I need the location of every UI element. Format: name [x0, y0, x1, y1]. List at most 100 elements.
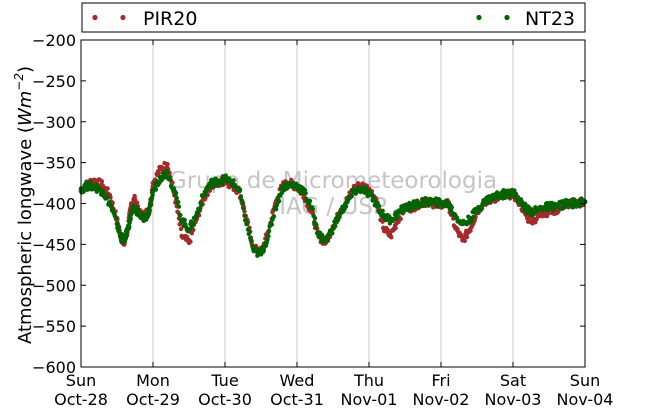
data-point-dense — [320, 232, 325, 238]
data-point-dense — [276, 198, 282, 204]
data-point-dense — [173, 190, 179, 196]
data-point-dense — [469, 218, 475, 224]
data-point-dense — [127, 224, 132, 229]
data-point — [100, 188, 105, 194]
data-point-dense — [203, 192, 208, 197]
data-point-dense — [168, 177, 173, 182]
data-point-dense — [105, 194, 110, 200]
data-point-dense — [513, 191, 519, 197]
data-point-dense — [261, 248, 267, 253]
data-point-dense — [176, 204, 182, 209]
data-point-dense — [407, 200, 412, 206]
data-point-dense — [393, 225, 398, 231]
data-point-dense — [242, 213, 247, 218]
data-point-dense — [182, 217, 187, 223]
y-tick-label: −400 — [32, 195, 76, 214]
x-tick-label-weekday: Mon — [136, 371, 170, 390]
data-point-dense — [343, 204, 349, 209]
data-point-dense — [471, 214, 476, 219]
data-point-dense — [556, 209, 561, 214]
data-point-dense — [284, 186, 290, 191]
x-tick-label-weekday: Fri — [431, 371, 450, 390]
data-point-dense — [571, 197, 576, 202]
y-axis-label-exp: −2 — [12, 73, 26, 91]
data-point-dense — [237, 187, 243, 193]
data-point-dense — [449, 205, 454, 210]
data-point-dense — [128, 216, 133, 221]
data-point-dense — [464, 234, 470, 240]
x-tick-label-weekday: Sun — [570, 371, 600, 390]
data-point-dense — [398, 216, 403, 222]
data-point-dense — [325, 237, 331, 242]
x-tick-label-date: Oct-30 — [198, 390, 252, 409]
data-point-dense — [548, 205, 553, 210]
data-point-dense — [454, 215, 460, 220]
data-point-dense — [197, 207, 202, 212]
data-point-dense — [134, 200, 140, 205]
y-tick-label: −600 — [32, 358, 76, 377]
data-point-dense — [266, 228, 272, 234]
x-tick-label-weekday: Tue — [210, 371, 238, 390]
data-point-dense — [153, 187, 159, 192]
data-point-dense — [150, 192, 155, 198]
data-point-dense — [105, 186, 110, 191]
x-tick-label-weekday: Thu — [353, 371, 384, 390]
series-nt23 — [78, 169, 588, 258]
y-ticks: −600 −550 −500 −450 −400 −350 −300 −250 −200 — [32, 31, 585, 377]
data-point-dense — [369, 192, 375, 197]
legend-marker-nt23 — [476, 14, 510, 21]
x-tick-label-weekday: Wed — [280, 371, 315, 390]
x-tick-label-date: Oct-31 — [270, 390, 324, 409]
data-point-dense — [394, 215, 400, 220]
data-point-dense — [273, 206, 279, 212]
data-point-dense — [249, 238, 254, 244]
legend-label-nt23: NT23 — [525, 8, 575, 30]
data-point-dense — [512, 188, 517, 193]
y-tick-label: −450 — [32, 235, 76, 254]
data-point-dense — [241, 206, 246, 211]
data-point-dense — [210, 184, 215, 189]
data-point-dense — [156, 171, 161, 176]
data-point-dense — [240, 201, 246, 206]
x-tick-label-weekday: Sat — [500, 371, 526, 390]
data-point-dense — [303, 190, 308, 196]
data-points — [78, 160, 588, 258]
x-ticks: SunOct-28MonOct-29TueOct-30WedOct-31ThuN… — [54, 40, 613, 409]
data-point-dense — [219, 181, 225, 187]
data-point-dense — [455, 226, 460, 232]
data-point-dense — [332, 223, 338, 229]
x-tick-label-date: Nov-03 — [485, 390, 542, 409]
data-point-dense — [99, 179, 105, 184]
x-tick-label-weekday: Sun — [66, 371, 96, 390]
data-point-dense — [247, 229, 252, 235]
data-point-dense — [380, 219, 385, 224]
data-point-dense — [269, 222, 274, 227]
data-point-dense — [330, 231, 335, 236]
y-tick-label: −350 — [32, 154, 76, 173]
data-point-dense — [116, 224, 122, 230]
data-point-dense — [376, 203, 382, 209]
y-axis-label-text: Atmospheric longwave ( — [15, 126, 36, 344]
y-axis-label-unit: Wm — [15, 91, 36, 126]
gridlines — [152, 40, 514, 367]
data-point — [165, 170, 170, 175]
data-point-dense — [88, 179, 93, 185]
data-point-dense — [310, 206, 316, 212]
data-point-dense — [385, 227, 390, 233]
y-axis-label-close: ) — [15, 66, 36, 73]
y-tick-label: −550 — [32, 317, 76, 336]
data-point-dense — [479, 206, 484, 212]
data-point-dense — [231, 178, 236, 183]
data-point-dense — [245, 221, 250, 227]
y-axis-label: Atmospheric longwave (Wm−2) — [12, 66, 36, 344]
data-point-dense — [178, 212, 183, 218]
data-point-dense — [149, 202, 154, 207]
data-point-dense — [188, 239, 193, 244]
y-tick-label: −200 — [32, 31, 76, 50]
legend-box — [81, 2, 586, 33]
y-tick-label: −300 — [32, 113, 76, 132]
y-tick-label: −250 — [32, 72, 76, 91]
data-point-dense — [389, 235, 394, 240]
x-tick-label-date: Oct-28 — [54, 390, 108, 409]
